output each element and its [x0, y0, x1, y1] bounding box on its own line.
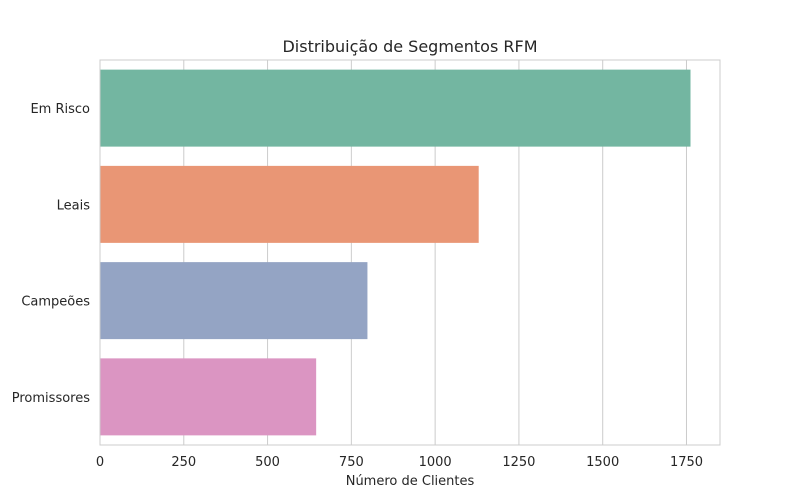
x-tick-label: 750 [339, 455, 364, 470]
y-tick-label: Leais [57, 198, 91, 213]
bars [100, 69, 691, 436]
bar-em-risco [100, 69, 691, 147]
x-tick-labels: 0 250 500 750 1000 1250 1500 1750 [96, 455, 703, 470]
y-tick-label: Promissores [12, 391, 90, 406]
x-tick-label: 1750 [670, 455, 703, 470]
bar-campeões [100, 262, 368, 340]
x-tick-label: 500 [255, 455, 280, 470]
x-tick-label: 1500 [586, 455, 619, 470]
bar-leais [100, 165, 479, 243]
x-tick-label: 0 [96, 455, 104, 470]
x-tick-label: 250 [171, 455, 196, 470]
x-axis-label: Número de Clientes [346, 474, 475, 489]
y-tick-label: Em Risco [30, 102, 90, 117]
plot-frame [99, 59, 721, 446]
x-tick-label: 1250 [502, 455, 535, 470]
x-tick-label: 1000 [419, 455, 452, 470]
y-tick-label: Campeões [21, 295, 90, 310]
bar-promissores [100, 358, 317, 436]
chart-title: Distribuição de Segmentos RFM [282, 37, 537, 56]
y-tick-labels: Em Risco Leais Campeões Promissores [12, 102, 90, 406]
